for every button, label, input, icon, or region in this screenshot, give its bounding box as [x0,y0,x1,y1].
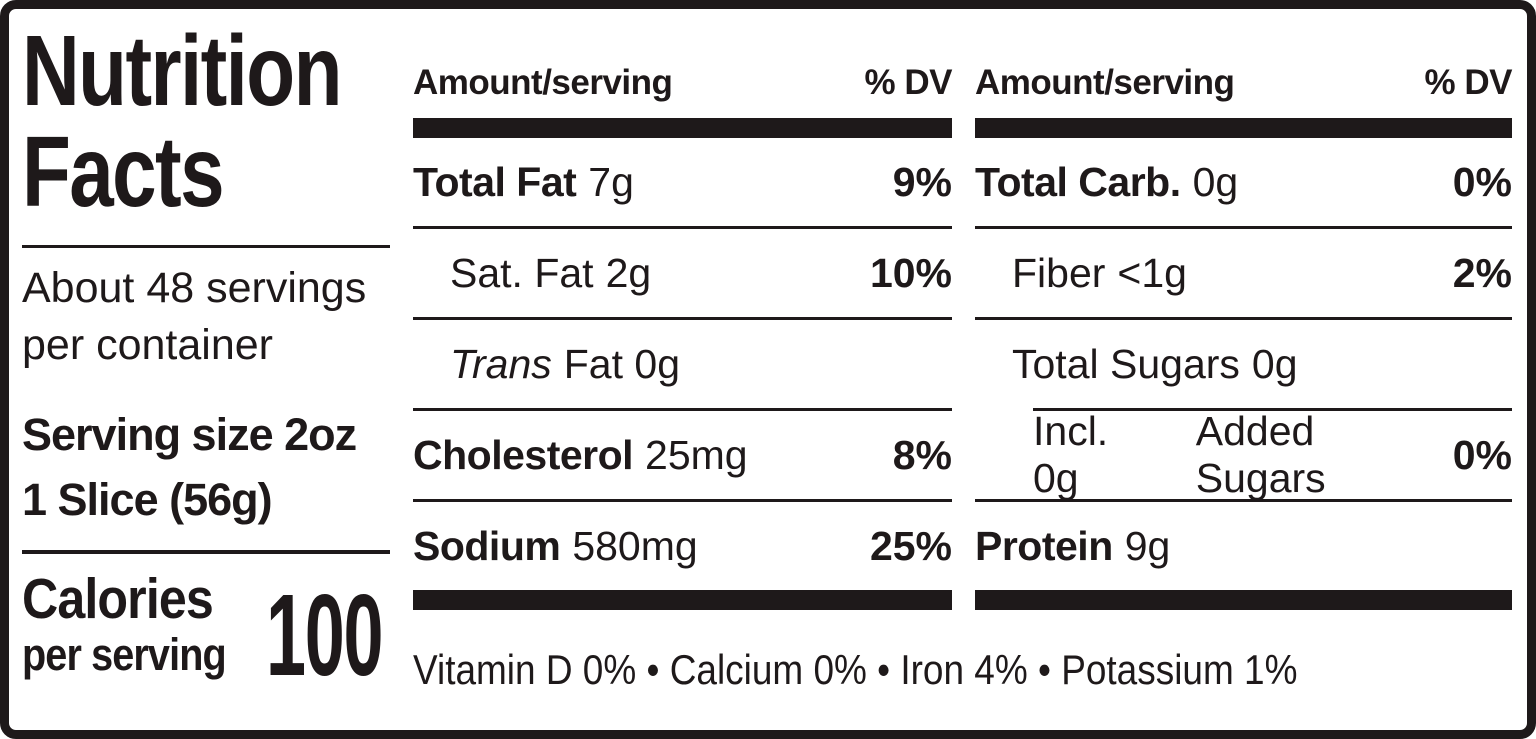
nutrient-name: Total Carb. [975,158,1181,205]
nutrient-dv: 0% [1452,431,1512,478]
nutrient-amount: <1g [1117,249,1187,296]
label-title: Nutrition Facts [22,15,342,228]
calories-label: Calories [22,567,214,631]
label-title-line2: Facts [22,116,225,228]
divider [413,408,952,411]
nutrient-row-sat-fat: Sat. Fat 2g 10% [413,229,952,317]
nutrient-dv: 25% [869,522,952,569]
nutrient-dv: 9% [892,158,952,205]
nutrient-amount: 25mg [645,431,748,478]
nutrient-name: Fiber [1012,249,1106,296]
thick-rule [413,118,952,138]
vitamins-minerals-text: Vitamin D 0% • Calcium 0% • Iron 4% • Po… [413,646,1298,693]
nutrient-name: Trans [450,340,552,387]
vitamins-minerals-footer: Vitamin D 0% • Calcium 0% • Iron 4% • Po… [413,610,1512,730]
nutrient-row-total-sugars: Total Sugars 0g [975,320,1512,408]
nutrient-amount: 0g [1192,158,1239,205]
thick-rule [413,590,952,610]
calories-sublabel: per serving [22,629,227,680]
nutrient-dv: 10% [869,249,952,296]
nutrient-row-protein: Protein 9g [975,502,1512,590]
nutrient-name: Cholesterol [413,431,634,478]
amount-per-serving-header: Amount/serving [413,63,673,102]
nutrient-amount: Added Sugars [1195,408,1326,501]
nutrient-row-added-sugars: Incl. 0g Added Sugars 0% [975,408,1512,501]
divider-indented [1033,408,1512,411]
nutrient-row-sodium: Sodium 580mg 25% [413,502,952,590]
label-left-panel: Nutrition Facts About 48 servings per co… [22,9,390,730]
nutrient-amount: Fat 0g [563,340,680,387]
nutrient-column-fat-sodium: Amount/serving % DV Total Fat 7g 9% Sat.… [413,9,953,610]
nutrient-row-total-carb: Total Carb. 0g 0% [975,138,1512,226]
nutrient-row-total-fat: Total Fat 7g 9% [413,138,952,226]
calories-block: Calories per serving 100 [22,570,390,700]
servings-line1: About 48 servings [22,264,367,312]
nutrient-amount: 2g [605,249,652,296]
calories-value: 100 [265,570,384,700]
nutrient-name: Total Sugars [1012,340,1240,387]
divider [22,550,390,554]
serving-size-line2: 1 Slice (56g) [22,474,273,525]
nutrient-dv: 8% [892,431,952,478]
divider [975,317,1512,320]
serving-size-line1: Serving size 2oz [22,409,357,460]
nutrient-column-carb-protein: Amount/serving % DV Total Carb. 0g 0% Fi… [975,9,1513,610]
column-header: Amount/serving % DV [413,9,953,118]
divider [413,226,952,229]
percent-dv-header: % DV [1424,63,1513,102]
percent-dv-header: % DV [864,63,953,102]
nutrient-name: Total Fat [413,158,577,205]
nutrient-dv: 0% [1452,158,1512,205]
thick-rule [975,590,1512,610]
nutrient-name: Sodium [413,522,561,569]
nutrient-amount: 9g [1124,522,1171,569]
column-header: Amount/serving % DV [975,9,1513,118]
nutrient-row-trans-fat: Trans Fat 0g [413,320,952,408]
nutrient-name: Sat. Fat [450,249,594,296]
nutrient-row-cholesterol: Cholesterol 25mg 8% [413,411,952,499]
nutrient-amount: 7g [588,158,634,205]
divider [975,499,1512,502]
serving-size: Serving size 2oz 1 Slice (56g) [22,402,390,532]
calories-labels: Calories per serving [22,570,254,682]
servings-per-container: About 48 servings per container [22,260,390,374]
amount-per-serving-header: Amount/serving [975,63,1235,102]
divider [975,226,1512,229]
nutrient-name: Protein [975,522,1113,569]
label-title-line1: Nutrition [22,15,342,127]
nutrient-dv: 2% [1452,249,1512,296]
servings-line2: per container [22,321,273,369]
nutrient-name: Incl. 0g [1033,408,1109,501]
divider [413,499,952,502]
divider [22,245,390,248]
nutrient-amount: 580mg [572,522,698,569]
nutrient-row-fiber: Fiber <1g 2% [975,229,1512,317]
nutrient-amount: 0g [1251,340,1298,387]
thick-rule [975,118,1512,138]
divider [413,317,952,320]
